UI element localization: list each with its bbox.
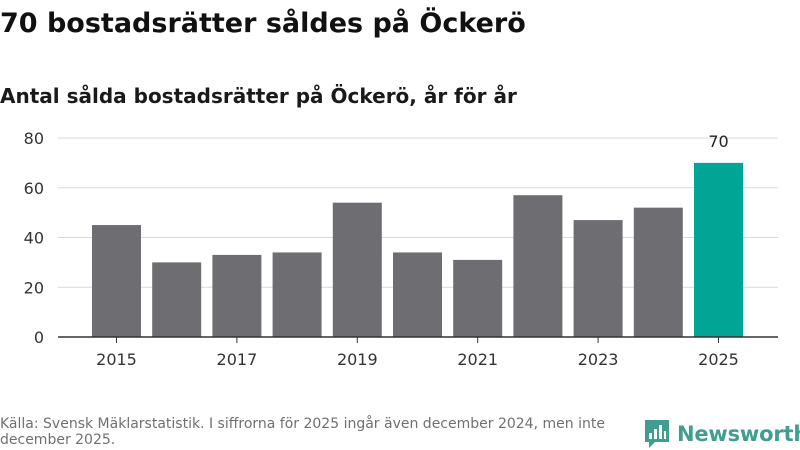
bar-2016	[152, 262, 202, 337]
brand-name: Newsworthy	[677, 422, 800, 446]
y-tick-label: 60	[24, 179, 44, 198]
bar-2017	[212, 254, 262, 337]
y-tick-label: 0	[34, 328, 44, 347]
bar-2025	[694, 162, 743, 337]
page-title: 70 bostadsrätter såldes på Öckerö	[0, 8, 526, 39]
bar-2018	[272, 252, 322, 337]
brand-logo[interactable]: Newsworthy	[645, 418, 800, 450]
x-tick-label: 2025	[698, 350, 739, 369]
y-tick-label: 20	[24, 278, 44, 297]
x-tick-label: 2023	[578, 350, 619, 369]
bar-2015	[92, 225, 141, 337]
data-label: 70	[708, 132, 728, 151]
bar-2020	[393, 252, 442, 337]
y-tick-label: 40	[24, 229, 44, 248]
x-tick-label: 2015	[96, 350, 137, 369]
bar-2021	[453, 259, 503, 337]
chart-subtitle: Antal sålda bostadsrätter på Öckerö, år …	[0, 84, 517, 108]
bar-chart: 0 20 40 60 80 2015 2017 2019 2021 2023 2025 70	[24, 129, 778, 369]
bar-2023	[573, 220, 623, 337]
bar-2019	[332, 202, 382, 337]
bar-2022	[513, 195, 563, 337]
x-tick-label: 2019	[337, 350, 378, 369]
x-tick-label: 2017	[217, 350, 258, 369]
bar-2024	[633, 207, 683, 337]
x-tick-label: 2021	[457, 350, 498, 369]
newsworthy-logo-icon	[645, 420, 669, 448]
y-tick-label: 80	[24, 129, 44, 148]
source-note: Källa: Svensk Mäklarstatistik. I siffror…	[0, 416, 605, 448]
